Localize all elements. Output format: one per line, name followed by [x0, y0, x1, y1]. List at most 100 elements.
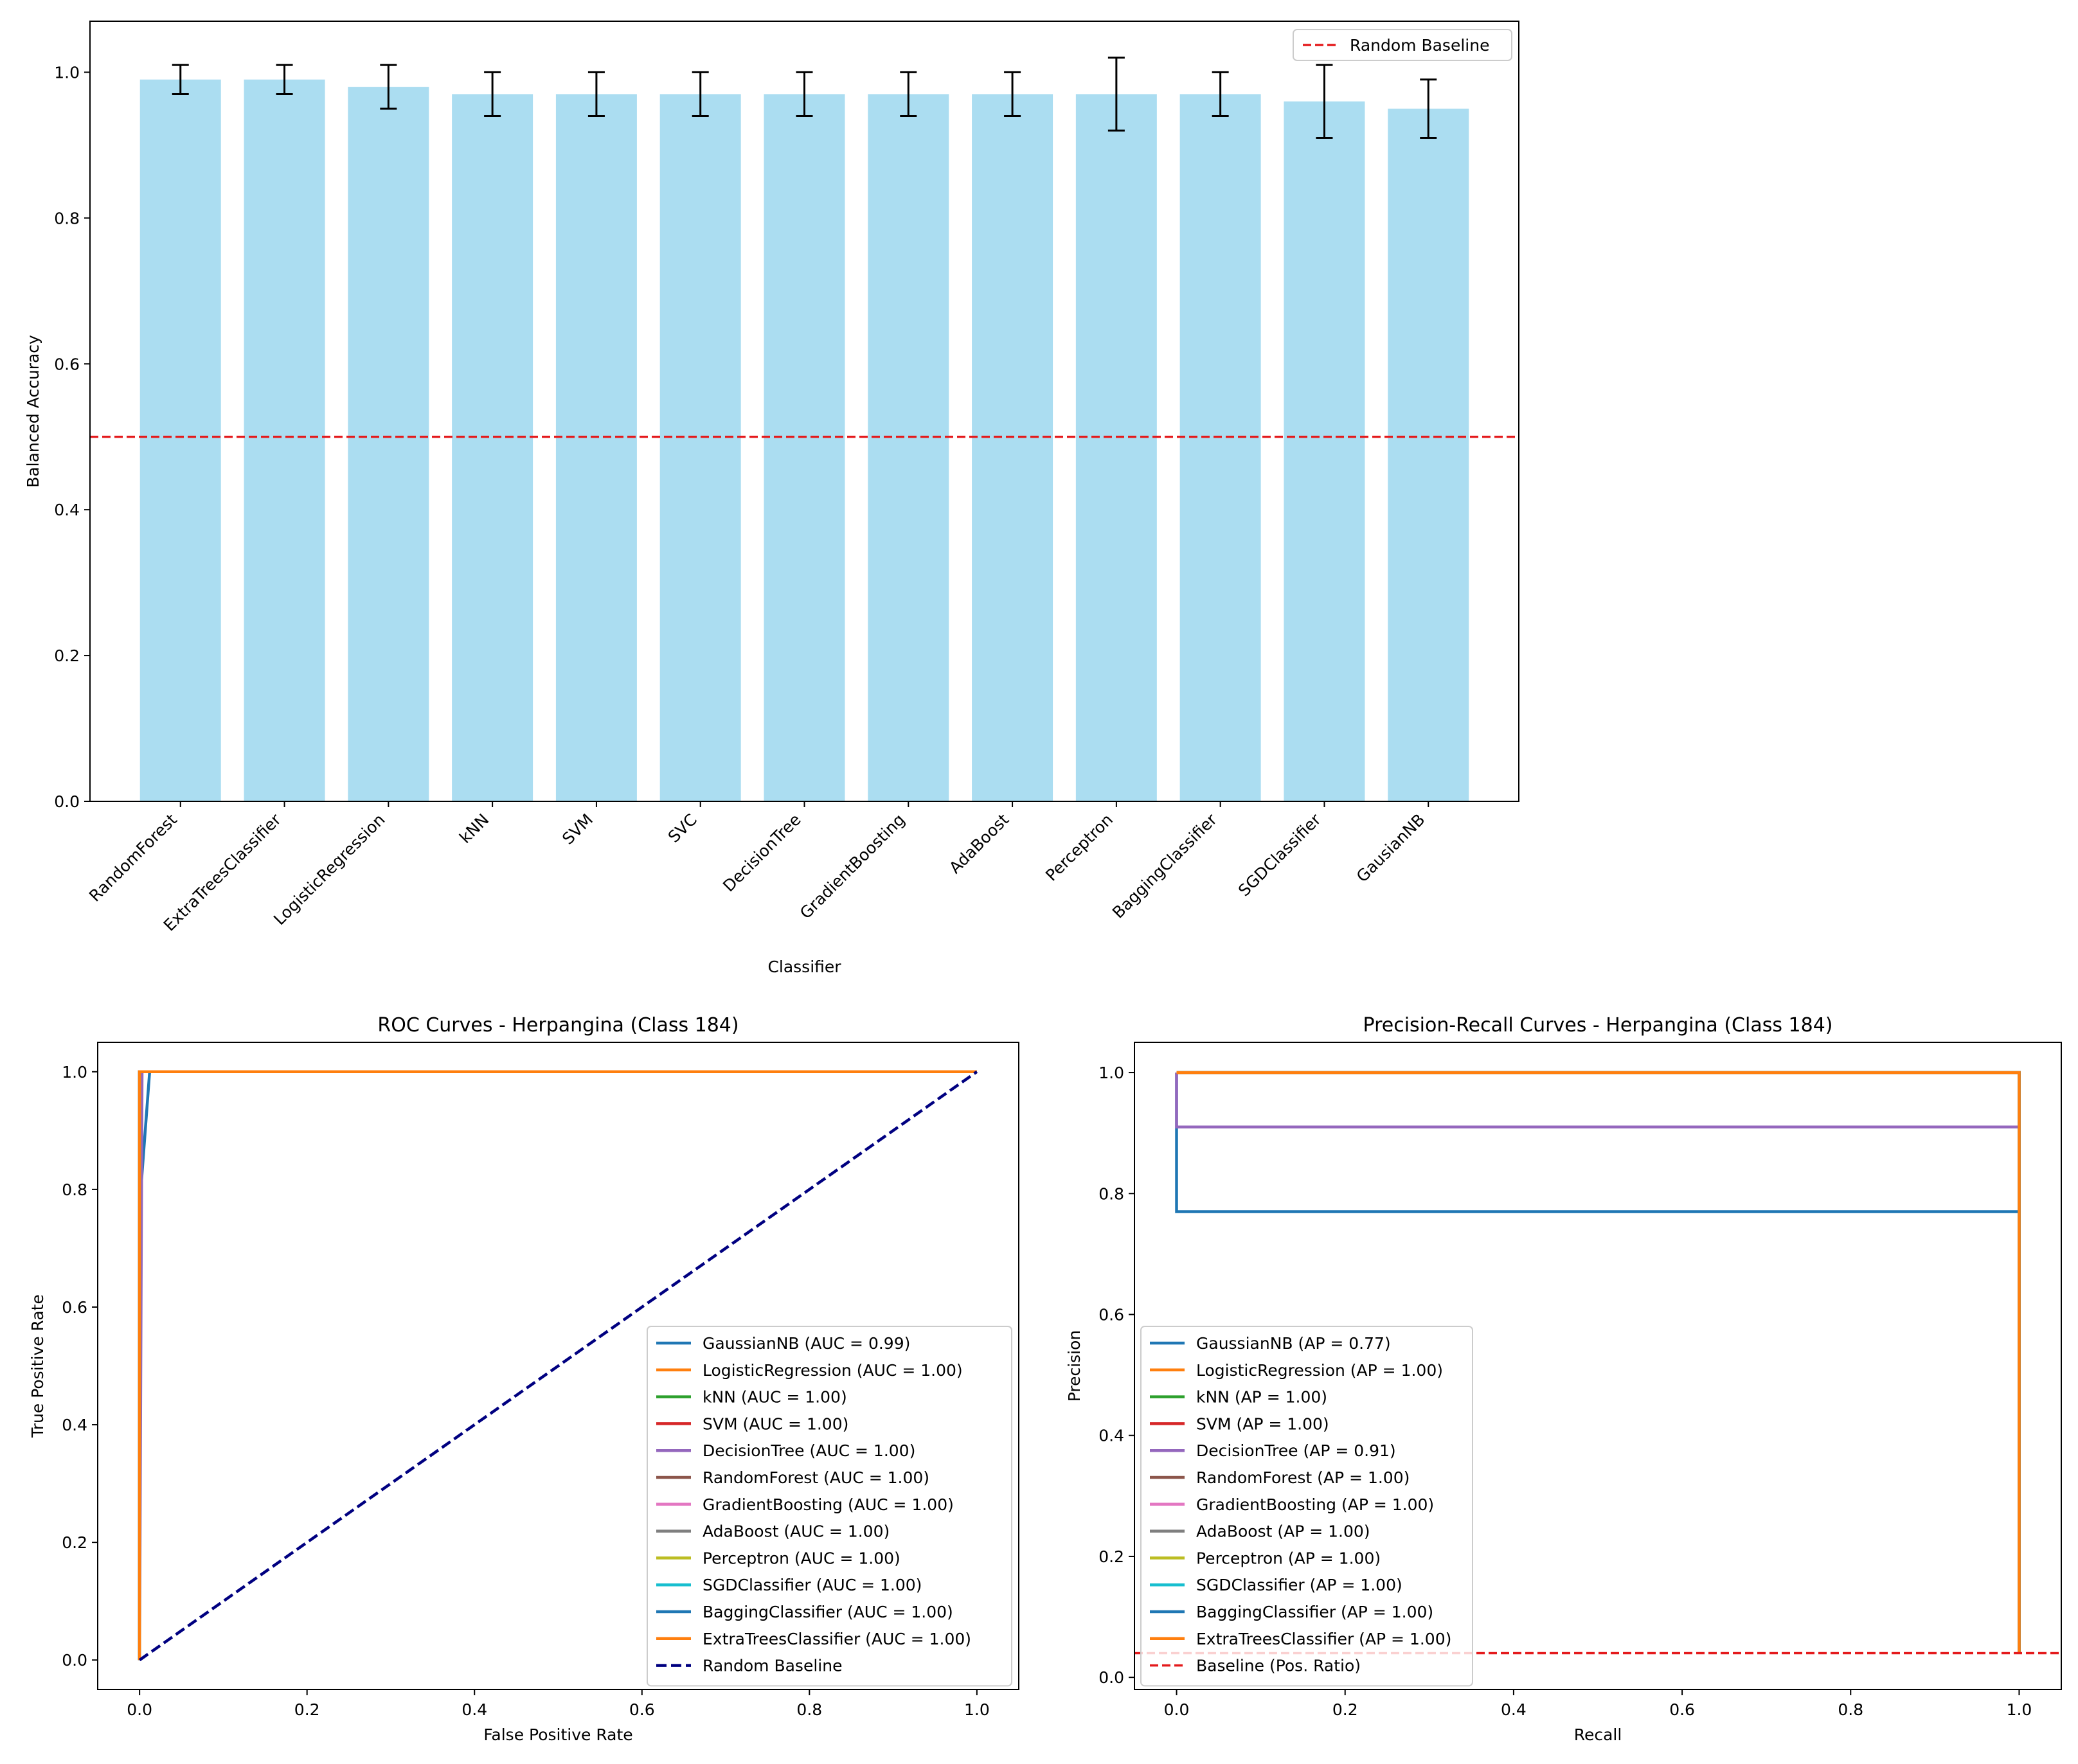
legend-label-randomforest: RandomForest (AP = 1.00) — [1196, 1468, 1410, 1487]
y-tick-label: 0.0 — [1098, 1668, 1124, 1687]
bar-decisiontree — [764, 94, 845, 801]
bar-knn — [452, 94, 533, 801]
legend-label-perceptron: Perceptron (AP = 1.00) — [1196, 1549, 1381, 1567]
x-tick-label: 0.8 — [796, 1700, 822, 1719]
bar-randomforest — [139, 79, 221, 801]
y-axis-label: Precision — [1065, 1330, 1084, 1402]
x-tick-label: 0.0 — [127, 1700, 152, 1719]
error-bar-randomforest — [172, 64, 189, 95]
error-bar-gausiannb — [1420, 78, 1437, 139]
y-tick-label: 0.2 — [62, 1533, 87, 1552]
y-tick-label: 0.8 — [54, 209, 80, 227]
legend-label-randomforest: RandomForest (AUC = 1.00) — [703, 1468, 929, 1487]
legend-label-perceptron: Perceptron (AUC = 1.00) — [703, 1549, 900, 1567]
plot-frame — [1134, 1042, 2062, 1690]
error-bar-extratreesclassifier — [276, 64, 293, 95]
legend-label-knn: kNN (AUC = 1.00) — [703, 1388, 847, 1407]
y-tick-label: 0.2 — [1098, 1547, 1124, 1566]
x-axis-label: Classifier — [767, 958, 841, 976]
chart-title: ROC Curves - Herpangina (Class 184) — [377, 1014, 739, 1037]
x-axis-label: False Positive Rate — [483, 1725, 632, 1744]
bar-perceptron — [1075, 94, 1157, 801]
bar-chart-panel: 0.00.20.40.60.81.0RandomForestExtraTrees… — [24, 21, 1519, 976]
bar-svm — [555, 94, 637, 801]
x-tick-label: 1.0 — [964, 1700, 990, 1719]
error-bar-knn — [484, 71, 501, 117]
y-tick-label: 1.0 — [54, 63, 80, 82]
y-tick-label: 0.4 — [62, 1416, 87, 1434]
legend-label-extratreesclassifier: ExtraTreesClassifier (AP = 1.00) — [1196, 1630, 1451, 1648]
bar-gausiannb — [1388, 109, 1469, 801]
legend-label-gaussiannb: GaussianNB (AP = 0.77) — [1196, 1334, 1391, 1353]
bar-baggingclassifier — [1179, 94, 1261, 801]
y-axis-label: True Positive Rate — [28, 1294, 47, 1438]
legend-label-logisticregression: LogisticRegression (AP = 1.00) — [1196, 1361, 1443, 1380]
x-tick-label: 0.4 — [461, 1700, 487, 1719]
x-axis-label: Recall — [1574, 1725, 1622, 1744]
error-bar-logisticregression — [380, 64, 397, 110]
error-bar-adaboost — [1004, 71, 1021, 117]
legend-label-svm: SVM (AP = 1.00) — [1196, 1414, 1329, 1433]
legend-label-logisticregression: LogisticRegression (AUC = 1.00) — [703, 1361, 963, 1380]
roc-chart-panel: 0.0 0.2 0.4 0.6 0.8 1.0 0.0 0.2 0.4 0.6 0.8 1.0 ROC … — [28, 1014, 1019, 1744]
y-tick-label: 0.2 — [54, 646, 80, 665]
legend-label-decisiontree: DecisionTree (AP = 0.91) — [1196, 1441, 1396, 1460]
x-tick-label: 0.0 — [1164, 1700, 1190, 1719]
legend-box — [647, 1326, 1012, 1687]
legend-box — [1140, 1326, 1473, 1687]
x-tick-label: 0.4 — [1501, 1700, 1527, 1719]
legend-label-extratreesclassifier: ExtraTreesClassifier (AUC = 1.00) — [703, 1630, 971, 1648]
legend: GaussianNB (AUC = 0.99) LogisticRegressio… — [647, 1326, 1012, 1687]
x-tick-label: 0.6 — [629, 1700, 655, 1719]
y-tick-label: 0.8 — [62, 1180, 87, 1199]
y-tick-label: 0.6 — [54, 355, 80, 373]
legend-label-sgdclassifier: SGDClassifier (AP = 1.00) — [1196, 1576, 1402, 1594]
x-tick-label: 0.8 — [1838, 1700, 1863, 1719]
y-tick-label: 0.6 — [1098, 1306, 1124, 1324]
error-bar-perceptron — [1107, 57, 1125, 132]
legend: GaussianNB (AP = 0.77) LogisticRegression… — [1140, 1326, 1473, 1687]
y-tick-label: 0.8 — [1098, 1184, 1124, 1203]
error-bar-baggingclassifier — [1212, 71, 1229, 117]
error-bar-gradientboosting — [900, 71, 917, 117]
pr-chart-panel: 0.0 0.2 0.4 0.6 0.8 1.0 0.0 0.2 0.4 0.6 0.8 1.0 Prec… — [1065, 1014, 2062, 1744]
legend-label-reference: Random Baseline — [703, 1657, 842, 1675]
bar-logisticregression — [348, 87, 429, 801]
error-bar-svm — [587, 71, 605, 117]
y-tick-label: 0.4 — [54, 501, 80, 519]
y-tick-label: 1.0 — [62, 1063, 87, 1082]
legend-label-reference: Baseline (Pos. Ratio) — [1196, 1657, 1361, 1675]
bar-adaboost — [972, 94, 1053, 801]
x-tick-label: 1.0 — [2007, 1700, 2032, 1719]
y-tick-label: 1.0 — [1098, 1064, 1124, 1082]
curve-extratreesclassifier — [1176, 1071, 2021, 1653]
y-tick-label: 0.6 — [62, 1298, 87, 1317]
legend-box — [1293, 29, 1512, 61]
error-bar-sgdclassifier — [1316, 64, 1333, 139]
curve-extratreesclassifier — [138, 1070, 977, 1661]
legend-label-adaboost: AdaBoost (AUC = 1.00) — [703, 1522, 890, 1541]
legend-label-gradientboosting: GradientBoosting (AUC = 1.00) — [703, 1495, 954, 1514]
legend-label-gaussiannb: GaussianNB (AUC = 0.99) — [703, 1334, 910, 1353]
x-tick-label: 0.2 — [1332, 1700, 1358, 1719]
legend-label-knn: kNN (AP = 1.00) — [1196, 1388, 1327, 1407]
y-axis-label: Balanced Accuracy — [24, 335, 42, 488]
chart-title: Precision-Recall Curves - Herpangina (Cl… — [1363, 1014, 1833, 1037]
y-tick-label: 0.0 — [54, 792, 80, 811]
legend-label-svm: SVM (AUC = 1.00) — [703, 1414, 848, 1433]
legend-label-gradientboosting: GradientBoosting (AP = 1.00) — [1196, 1495, 1434, 1514]
x-tick-label: 0.2 — [294, 1700, 320, 1719]
y-tick-label: 0.4 — [1098, 1427, 1124, 1445]
legend-label-baggingclassifier: BaggingClassifier (AUC = 1.00) — [703, 1603, 953, 1621]
error-bar-decisiontree — [796, 71, 813, 117]
bar-sgdclassifier — [1284, 101, 1365, 802]
random-baseline-diagonal — [138, 1070, 978, 1662]
plot-frame — [97, 1042, 1019, 1690]
y-tick-label: 0.0 — [62, 1651, 87, 1670]
legend-label-sgdclassifier: SGDClassifier (AUC = 1.00) — [703, 1576, 922, 1594]
bar-legend: Random Baseline — [1293, 29, 1512, 61]
bar-gradientboosting — [868, 94, 949, 801]
bar-svc — [659, 94, 741, 801]
legend-label-adaboost: AdaBoost (AP = 1.00) — [1196, 1522, 1370, 1541]
